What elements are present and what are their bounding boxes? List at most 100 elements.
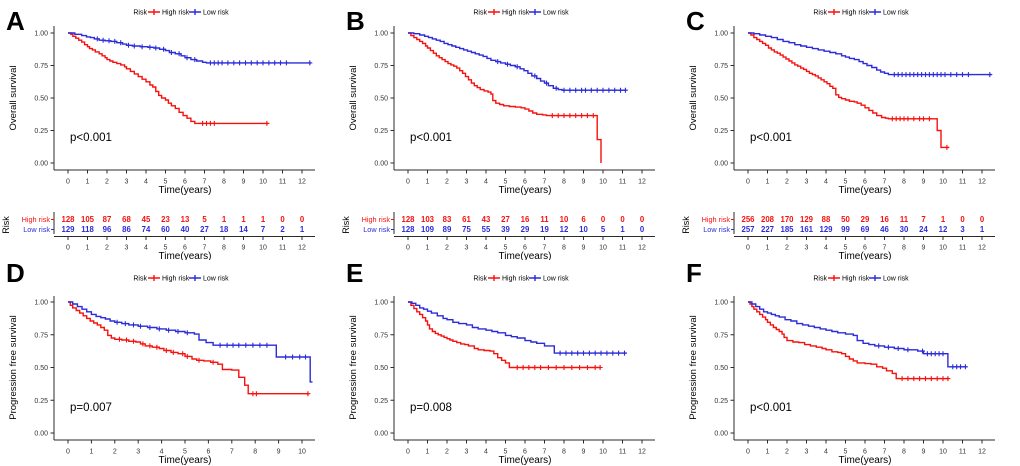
risk-count: 1 bbox=[980, 225, 985, 234]
x-tick-label: 5 bbox=[183, 449, 187, 456]
x-tick-label: 5 bbox=[844, 179, 848, 186]
censor-marks-low-risk bbox=[557, 350, 627, 356]
risk-table-tick-label: 7 bbox=[543, 245, 547, 252]
x-tick-label: 6 bbox=[183, 179, 187, 186]
panel-f: F Risk High risk Low risk 1.00 0.75 0.50 0.25 0.… bbox=[680, 260, 1020, 466]
x-tick-label: 4 bbox=[824, 449, 828, 456]
y-tick-label: 0.75 bbox=[714, 332, 728, 339]
x-tick-label: 0 bbox=[746, 179, 750, 186]
y-tick-label: 1.00 bbox=[714, 31, 728, 38]
risk-count: 75 bbox=[462, 225, 471, 234]
risk-count: 1 bbox=[222, 215, 227, 224]
risk-table-tick-label: 10 bbox=[599, 245, 607, 252]
y-tick-label: 0.25 bbox=[714, 398, 728, 405]
risk-count: 103 bbox=[421, 215, 435, 224]
risk-count: 96 bbox=[103, 225, 112, 234]
panel-letter: B bbox=[346, 6, 365, 36]
risk-count: 99 bbox=[841, 225, 850, 234]
legend-title: Risk bbox=[813, 276, 827, 283]
risk-count: 87 bbox=[103, 215, 112, 224]
risk-row-label: High risk bbox=[22, 215, 51, 224]
x-axis-label: Time(years) bbox=[159, 185, 212, 196]
panel-d: D Risk High risk Low risk 1.00 0.75 0.50 0.25 0.… bbox=[0, 260, 340, 466]
y-tick-label: 1.00 bbox=[34, 31, 48, 38]
risk-row-label: Low risk bbox=[23, 225, 50, 234]
risk-count: 29 bbox=[861, 215, 870, 224]
x-tick-label: 2 bbox=[445, 179, 449, 186]
x-tick-label: 6 bbox=[523, 449, 527, 456]
risk-count: 60 bbox=[161, 225, 170, 234]
risk-table-tick-label: 9 bbox=[922, 245, 926, 252]
y-tick-label: 0.00 bbox=[714, 431, 728, 438]
risk-count: 227 bbox=[761, 225, 774, 234]
x-tick-label: 0 bbox=[406, 449, 410, 456]
risk-table-tick-label: 8 bbox=[562, 245, 566, 252]
risk-count: 83 bbox=[443, 215, 452, 224]
legend-marker-high-risk-icon bbox=[488, 275, 500, 281]
risk-count: 55 bbox=[482, 225, 491, 234]
risk-count: 257 bbox=[741, 225, 754, 234]
legend-title: Risk bbox=[133, 276, 147, 283]
legend-item-low-risk: Low risk bbox=[529, 9, 569, 17]
x-tick-label: 2 bbox=[785, 179, 789, 186]
panel-letter: D bbox=[6, 260, 25, 288]
x-axis-label: Time(years) bbox=[499, 185, 552, 196]
risk-count: 61 bbox=[462, 215, 471, 224]
risk-count: 129 bbox=[61, 225, 75, 234]
y-tick-label: 1.00 bbox=[34, 300, 48, 307]
risk-count: 40 bbox=[181, 225, 190, 234]
risk-count: 88 bbox=[822, 215, 831, 224]
risk-table-tick-label: 8 bbox=[902, 245, 906, 252]
legend-item-label: Low risk bbox=[203, 10, 229, 17]
risk-table-tick-label: 9 bbox=[242, 245, 246, 252]
x-tick-label: 5 bbox=[504, 449, 508, 456]
km-chart-c: C Risk High risk Low risk1.000.750.500.250.… bbox=[681, 6, 995, 260]
x-tick-label: 9 bbox=[242, 179, 246, 186]
y-tick-label: 0.75 bbox=[714, 63, 728, 70]
censor-marks-low-risk bbox=[876, 343, 968, 370]
x-tick-label: 2 bbox=[105, 179, 109, 186]
panel-letter: F bbox=[686, 260, 702, 288]
legend-title: Risk bbox=[133, 10, 147, 17]
risk-count: 11 bbox=[900, 215, 909, 224]
y-tick-label: 0.50 bbox=[374, 365, 388, 372]
risk-table-tick-label: 9 bbox=[582, 245, 586, 252]
x-tick-label: 4 bbox=[484, 449, 488, 456]
risk-count: 7 bbox=[921, 215, 925, 224]
km-curve-low-risk bbox=[408, 32, 627, 91]
y-tick-label: 0.25 bbox=[34, 128, 48, 135]
risk-count: 69 bbox=[861, 225, 870, 234]
risk-table-tick-label: 11 bbox=[619, 245, 626, 252]
risk-table-tick-label: 12 bbox=[298, 245, 306, 252]
risk-table-tick-label: 10 bbox=[259, 245, 267, 252]
x-tick-label: 0 bbox=[66, 179, 70, 186]
legend-marker-low-risk-icon bbox=[189, 275, 201, 281]
x-tick-label: 3 bbox=[136, 449, 140, 456]
risk-table-tick-label: 6 bbox=[523, 245, 527, 252]
x-tick-label: 6 bbox=[523, 179, 527, 186]
risk-table-tick-label: 2 bbox=[105, 245, 109, 252]
x-tick-label: 2 bbox=[445, 449, 449, 456]
legend-item-label: High risk bbox=[162, 10, 190, 17]
km-curve-high-risk bbox=[68, 32, 268, 125]
risk-count: 208 bbox=[761, 215, 775, 224]
y-tick-label: 0.00 bbox=[34, 161, 48, 168]
y-tick-label: 0.25 bbox=[374, 128, 388, 135]
x-axis-label: Time(years) bbox=[159, 455, 212, 466]
censor-marks-high-risk bbox=[889, 116, 950, 150]
x-tick-label: 6 bbox=[206, 449, 210, 456]
risk-row-label: Low risk bbox=[363, 225, 390, 234]
x-tick-label: 10 bbox=[939, 449, 947, 456]
legend-marker-high-risk-icon bbox=[148, 9, 160, 15]
km-curve-low-risk bbox=[408, 301, 627, 354]
risk-table-tick-label: 3 bbox=[465, 245, 469, 252]
risk-count: 0 bbox=[300, 215, 305, 224]
legend-item-label: Low risk bbox=[543, 276, 569, 283]
x-tick-label: 8 bbox=[562, 449, 566, 456]
risk-count: 128 bbox=[61, 215, 75, 224]
risk-count: 0 bbox=[280, 215, 285, 224]
risk-table-x-axis-label: Time(years) bbox=[499, 251, 552, 260]
legend-item-label: Low risk bbox=[883, 10, 909, 17]
risk-row-label: High risk bbox=[362, 215, 391, 224]
x-tick-label: 4 bbox=[160, 449, 164, 456]
